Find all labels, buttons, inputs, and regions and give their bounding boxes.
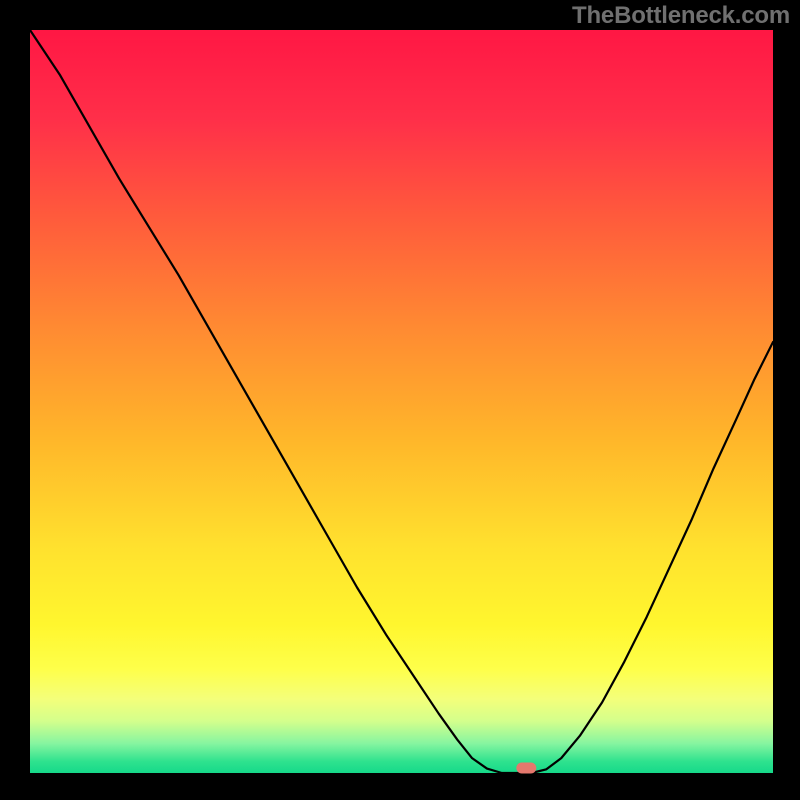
- optimal-point-marker: [516, 763, 536, 774]
- plot-background: [30, 30, 773, 773]
- watermark-text: TheBottleneck.com: [572, 2, 790, 30]
- bottleneck-chart: [0, 0, 800, 800]
- chart-container: TheBottleneck.com: [0, 0, 800, 800]
